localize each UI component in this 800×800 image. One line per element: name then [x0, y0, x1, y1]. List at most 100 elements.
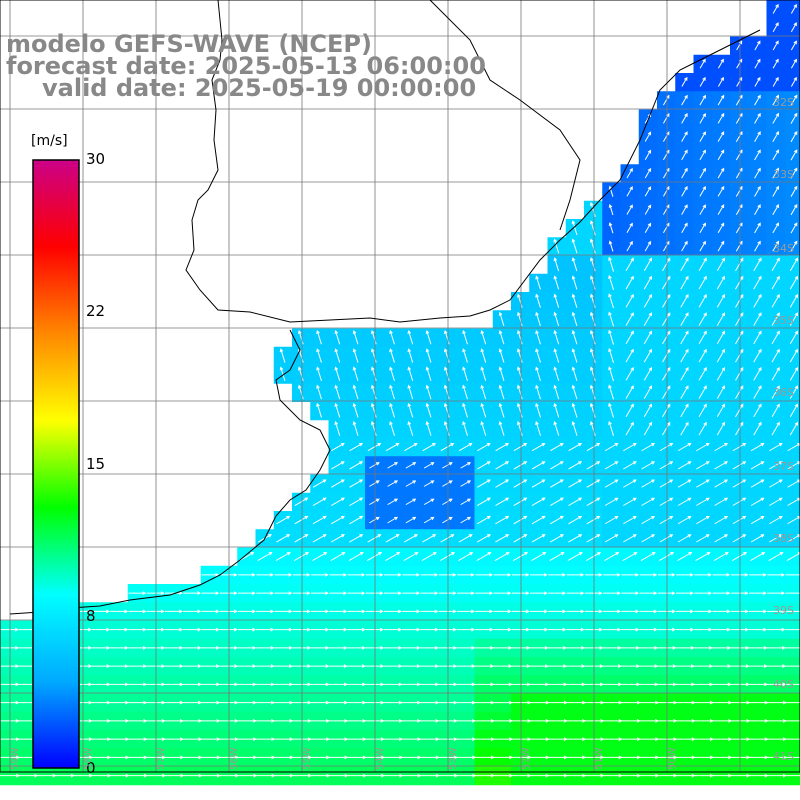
wind-arrow-head: [793, 58, 797, 63]
wind-arrow: [680, 276, 689, 290]
wind-arrow-head: [744, 591, 749, 596]
wind-arrow-head: [720, 58, 724, 63]
wind-arrow: [604, 479, 618, 488]
wind-arrow-head: [630, 293, 634, 298]
wind-arrow-head: [571, 275, 576, 280]
wind-arrow: [586, 443, 600, 452]
wind-arrow: [771, 312, 780, 326]
wind-arrow: [696, 534, 710, 543]
wind-arrow: [644, 204, 651, 215]
wind-arrow: [643, 349, 652, 363]
wind-arrow-head: [161, 664, 166, 669]
wind-arrow: [567, 552, 583, 562]
wind-arrow-head: [398, 645, 403, 650]
wind-arrow: [568, 479, 582, 488]
wind-arrow: [423, 516, 434, 524]
wind-arrow: [735, 422, 744, 436]
wind-arrow: [790, 204, 798, 216]
wind-arrow: [312, 552, 327, 562]
wind-arrow: [753, 404, 762, 418]
wind-arrow-head: [377, 442, 382, 447]
wind-arrow-head: [647, 240, 652, 245]
wind-arrow: [769, 461, 783, 470]
wind-arrow: [696, 461, 710, 470]
wind-arrow-head: [666, 403, 671, 408]
wind-arrow-head: [434, 664, 439, 669]
wind-arrow-head: [498, 384, 503, 389]
wind-arrow: [698, 367, 707, 381]
wind-arrow-head: [758, 403, 762, 408]
speed-cell: [784, 0, 800, 19]
wind-arrow: [330, 552, 345, 562]
wind-arrow-head: [535, 275, 539, 280]
wind-arrow: [550, 461, 564, 470]
wind-arrow: [662, 204, 670, 215]
wind-arrow: [513, 497, 527, 506]
wind-arrow-head: [375, 498, 380, 502]
wind-arrow-head: [471, 627, 476, 632]
wind-arrow-head: [702, 167, 706, 172]
wind-arrow-head: [758, 312, 762, 317]
wind-arrow: [625, 404, 634, 418]
wind-arrow-head: [596, 442, 601, 447]
wind-arrow-head: [571, 402, 576, 407]
wind-arrow-head: [648, 257, 653, 262]
wind-arrow-head: [443, 384, 448, 389]
wind-arrow: [371, 403, 377, 418]
wind-arrow-head: [480, 348, 485, 353]
wind-arrow: [549, 515, 564, 525]
wind-arrow: [367, 443, 381, 452]
wind-arrow-head: [270, 627, 275, 632]
wind-arrow: [276, 534, 290, 543]
wind-arrow-head: [666, 312, 671, 317]
wind-arrow-head: [757, 240, 761, 245]
wind-arrow-head: [361, 572, 366, 577]
wind-arrow: [608, 275, 614, 290]
wind-arrow-head: [480, 421, 485, 426]
wind-arrow: [494, 552, 510, 562]
wind-arrow-head: [334, 421, 339, 426]
wind-arrow-head: [702, 131, 706, 136]
wind-arrow-head: [794, 312, 799, 317]
wind-arrow: [335, 349, 341, 363]
wind-arrow: [535, 421, 541, 436]
wind-arrow-head: [304, 534, 309, 538]
wind-arrow-head: [160, 591, 165, 596]
wind-arrow: [643, 312, 652, 326]
wind-arrow-head: [341, 534, 345, 538]
wind-arrow: [444, 330, 450, 345]
wind-arrow-head: [505, 442, 510, 447]
wind-arrow-head: [689, 572, 694, 577]
wind-arrow-head: [614, 442, 619, 447]
wind-arrow-head: [690, 645, 695, 650]
wind-arrow: [513, 534, 527, 543]
wind-arrow-head: [757, 58, 761, 63]
wind-arrow: [717, 186, 725, 197]
wind-arrow-head: [739, 385, 744, 390]
wind-arrow-head: [793, 76, 797, 81]
wind-arrow-head: [580, 609, 585, 614]
wind-arrow-head: [793, 240, 798, 245]
wind-arrow-head: [708, 572, 712, 577]
wind-arrow-head: [559, 442, 564, 447]
wind-arrow-head: [341, 515, 345, 520]
wind-arrow-head: [562, 609, 567, 614]
wind-arrow-head: [721, 330, 726, 335]
wind-arrow-head: [632, 461, 637, 465]
wind-arrow-head: [270, 682, 275, 687]
wind-arrow-head: [651, 442, 656, 447]
wind-arrow: [771, 258, 780, 272]
wind-arrow-head: [703, 348, 707, 353]
wind-arrow: [608, 348, 614, 363]
wind-arrow: [369, 498, 380, 506]
wind-arrow: [572, 276, 578, 290]
wind-arrow: [477, 497, 491, 506]
wind-arrow-head: [779, 552, 784, 556]
wind-arrow: [753, 294, 762, 308]
wind-arrow: [369, 462, 380, 469]
wind-arrow-head: [703, 421, 707, 426]
wind-arrow: [643, 385, 652, 399]
wind-arrow-head: [635, 627, 640, 632]
wind-arrow-head: [535, 384, 539, 389]
wind-arrow-head: [651, 479, 656, 483]
